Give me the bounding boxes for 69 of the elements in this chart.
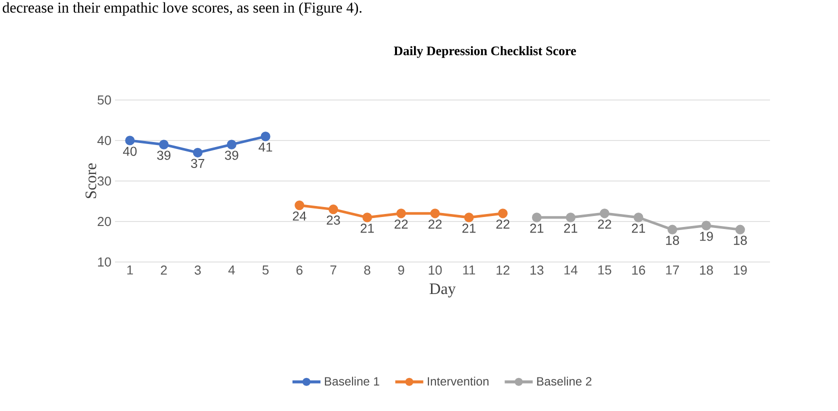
point	[464, 212, 474, 222]
x-tick-label: 12	[496, 266, 510, 275]
legend-label: Intervention	[428, 376, 488, 386]
x-tick-label: 15	[598, 266, 612, 275]
data-label: 39	[157, 150, 170, 160]
chart-title: Daily Depression Checklist Score	[394, 46, 576, 58]
data-label: 22	[394, 220, 408, 229]
x-tick-label: 8	[364, 266, 370, 275]
data-label: 21	[564, 224, 578, 233]
point	[192, 148, 203, 158]
point	[328, 204, 338, 214]
legend-label: Baseline 2	[537, 376, 592, 386]
x-tick-label: 18	[700, 266, 713, 275]
y-tick-label: 50	[98, 95, 111, 105]
data-label: 23	[326, 216, 340, 225]
data-label: 22	[598, 220, 612, 229]
point	[600, 208, 610, 218]
x-tick-label: 10	[428, 266, 442, 275]
x-tick-label: 1	[127, 266, 133, 274]
y-tick-label: 20	[98, 216, 111, 226]
data-label: 40	[123, 146, 137, 156]
data-label: 21	[360, 224, 374, 233]
point	[566, 212, 576, 222]
x-tick-label: 11	[463, 266, 476, 274]
data-label: 22	[496, 220, 510, 229]
point	[498, 208, 508, 218]
point	[396, 208, 406, 218]
data-label: 37	[191, 158, 204, 168]
x-tick-label: 7	[330, 266, 336, 274]
x-tick-label: 6	[296, 266, 302, 275]
data-label: 41	[258, 142, 272, 152]
point	[430, 208, 440, 218]
x-tick-label: 16	[632, 266, 646, 275]
x-tick-label: 5	[262, 266, 269, 275]
x-tick-label: 17	[666, 266, 679, 274]
x-tick-label: 9	[398, 266, 404, 275]
point	[294, 200, 304, 210]
point	[701, 220, 712, 230]
x-tick-label: 2	[160, 266, 167, 275]
x-axis-title: Day	[430, 284, 456, 298]
data-label: 21	[530, 224, 544, 233]
data-label: 24	[292, 211, 306, 221]
x-tick-label: 14	[564, 266, 578, 274]
y-axis-title: Score	[86, 163, 96, 198]
point	[668, 224, 678, 234]
point	[532, 212, 542, 222]
point	[735, 224, 745, 234]
y-tick-label: 40	[97, 136, 111, 146]
data-label: 22	[428, 220, 442, 229]
x-tick-label: 3	[194, 266, 201, 275]
data-label: 18	[734, 236, 747, 245]
point	[362, 212, 372, 222]
data-label: 21	[462, 224, 476, 233]
x-tick-label: 4	[228, 266, 235, 274]
text: decrease in their empathic love scores, as seen in (Figure 4).	[2, 2, 362, 16]
y-tick-label: 30	[98, 176, 111, 186]
y-tick-label: 10	[98, 257, 111, 267]
point	[634, 212, 644, 222]
data-label: 19	[700, 232, 713, 241]
point	[226, 140, 236, 150]
point	[260, 132, 270, 142]
point	[159, 140, 169, 150]
point	[125, 136, 135, 146]
data-label: 39	[224, 150, 238, 160]
data-label: 21	[632, 224, 646, 233]
x-tick-label: 13	[530, 266, 544, 275]
x-tick-label: 19	[734, 266, 747, 275]
legend-label: Baseline 1	[324, 376, 380, 386]
data-label: 18	[666, 236, 680, 245]
